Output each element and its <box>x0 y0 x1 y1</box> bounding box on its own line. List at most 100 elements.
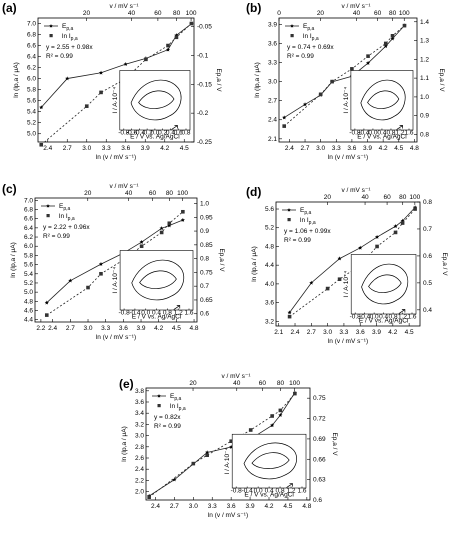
top-tick-label: 60 <box>154 10 162 17</box>
series-E-point <box>282 115 287 120</box>
x-tick-label: 3.3 <box>102 145 111 152</box>
series-lnI-point <box>229 439 233 443</box>
y-right-tick-label: 1.2 <box>420 56 429 63</box>
series-E-point <box>287 310 292 315</box>
series-lnI-point <box>318 92 323 97</box>
y-left-tick-label: 3.8 <box>135 388 144 395</box>
x-tick-label: 3.0 <box>189 503 198 510</box>
y-right-tick-label: 0.85 <box>200 242 213 249</box>
x-axis-title: ln (v / mV s⁻¹) <box>96 154 136 161</box>
top-axis-title: v / mV s⁻¹ <box>109 183 139 190</box>
inset-x-tick-label: 0.4 <box>152 310 161 317</box>
inset-x-tick-label: 1.6 <box>407 314 416 321</box>
y-left-tick-label: 3.4 <box>135 410 144 417</box>
inset-x-tick-label: 1.6 <box>184 310 193 317</box>
inset-x-tick-label: 1.2 <box>287 488 296 495</box>
y-left-tick-label: 4.6 <box>24 308 33 315</box>
top-tick-label: 20 <box>83 10 91 17</box>
x-tick-label: 3.9 <box>141 145 150 152</box>
y-right-axis-title: Ep,a / V <box>331 432 338 456</box>
series-E-point <box>383 43 388 48</box>
legend-E-marker <box>290 24 294 28</box>
x-tick-label: 2.7 <box>170 503 179 510</box>
x-tick-label: 2.2 <box>36 325 45 332</box>
legend-E-marker <box>46 204 50 208</box>
y-left-tick-label: 3.3 <box>268 60 277 67</box>
series-lnI-point <box>413 207 417 211</box>
y-left-tick-label: 7.0 <box>27 21 36 28</box>
inset-x-tick-label: 0.4 <box>166 130 175 137</box>
series-lnI-point <box>375 244 379 249</box>
legend-lnI-label: ln Ip,a <box>300 217 316 226</box>
inset-x-tick-label: 1.6 <box>297 488 306 495</box>
x-tick-label: 3.0 <box>316 145 325 152</box>
series-E-point <box>65 76 70 81</box>
x-tick-label: 2.4 <box>43 145 52 152</box>
y-right-tick-label: -0.15 <box>197 81 212 88</box>
y-left-tick-label: 5.8 <box>24 252 33 259</box>
inset-x-tick-label: 0.6 <box>174 130 183 137</box>
series-lnI-point <box>393 230 398 235</box>
series-E-point <box>374 234 380 239</box>
y-left-tick-label: 6.4 <box>27 54 36 61</box>
panel-letter: (a) <box>2 1 17 15</box>
inset-x-tick-label: 0.2 <box>158 130 167 137</box>
y-left-tick-label: 3.2 <box>265 318 274 325</box>
x-tick-label: 2.7 <box>301 145 310 152</box>
inset-cv-outer <box>130 79 182 121</box>
y-left-tick-label: 2.8 <box>135 444 144 451</box>
inset-scan-arrow <box>286 483 293 488</box>
x-tick-label: 4.5 <box>394 145 403 152</box>
x-tick-label: 3.6 <box>121 145 130 152</box>
inset-cv-inner <box>251 452 290 469</box>
inset-cv-outer <box>360 79 406 121</box>
y-left-tick-label: 3.9 <box>268 21 277 28</box>
inset-x-tick-label: 0.4 <box>377 130 386 137</box>
y-left-tick-label: 6.0 <box>27 76 36 83</box>
top-tick-label: 40 <box>353 10 361 17</box>
y-left-tick-label: 6.8 <box>27 32 36 39</box>
top-tick-label: 20 <box>189 380 197 387</box>
inset-x-tick-label: 0.0 <box>141 310 150 317</box>
legend-lnI-label: ln Ip,a <box>170 403 186 412</box>
x-tick-label: 2.7 <box>307 329 316 336</box>
series-lnI-point <box>191 461 196 466</box>
x-tick-label: 3.3 <box>339 329 348 336</box>
y-left-tick-label: 6.4 <box>24 225 33 232</box>
inset-x-tick-label: -0.4 <box>242 488 254 495</box>
inset-x-axis-title: E / V vs. Ag/AgCl <box>130 134 180 141</box>
series-lnI-point <box>400 221 405 225</box>
top-axis-title: v / mV s⁻¹ <box>221 373 251 380</box>
inset-cv-inner <box>368 274 402 293</box>
legend-lnI-marker <box>49 34 53 38</box>
legend-lnI-label: ln Ip,a <box>303 33 319 42</box>
y-left-tick-label: 2.7 <box>268 98 277 105</box>
y-right-tick-label: 0.8 <box>423 199 432 206</box>
y-left-tick-label: 5.2 <box>265 225 274 232</box>
series-E-point <box>159 226 164 231</box>
y-left-tick-label: 2.4 <box>268 117 277 124</box>
series-E-point <box>390 36 395 41</box>
inset-x-tick-label: 0.0 <box>370 314 379 321</box>
y-left-tick-label: 4.0 <box>265 281 274 288</box>
y-left-tick-label: 5.0 <box>27 131 36 138</box>
inset-x-tick-label: -0.4 <box>134 130 146 137</box>
panel-e: (e) 2.4 2.7 3.0 3.3 3.6 3.9 4.2 4.5 4.8 ln (v / mV… <box>119 373 338 519</box>
plot-frame <box>275 201 421 327</box>
x-tick-label: 4.5 <box>180 145 189 152</box>
top-tick-label: 60 <box>149 190 157 197</box>
y-left-tick-label: 4.4 <box>24 317 33 324</box>
inset-x-tick-label: -0.8 <box>118 310 130 317</box>
legend-lnI-marker <box>46 214 50 218</box>
legend-lnI-marker <box>157 404 161 408</box>
series-lnI-point <box>278 408 283 413</box>
y-left-tick-label: 5.0 <box>24 289 33 296</box>
inset-x-tick-label: 0.8 <box>181 130 190 137</box>
y-left-axis-title: ln (Ip,a / μA) <box>13 62 20 98</box>
y-left-tick-label: 2.1 <box>268 136 277 143</box>
x-tick-label: 3.0 <box>82 145 91 152</box>
x-tick-label: 4.2 <box>264 503 273 510</box>
panel-d: (d) 2.1 2.4 2.7 3.0 3.3 3.6 3.9 4.2 4.5 ln (v / mV… <box>246 185 448 345</box>
top-tick-label: 100 <box>289 380 300 387</box>
series-E-point <box>123 61 128 66</box>
